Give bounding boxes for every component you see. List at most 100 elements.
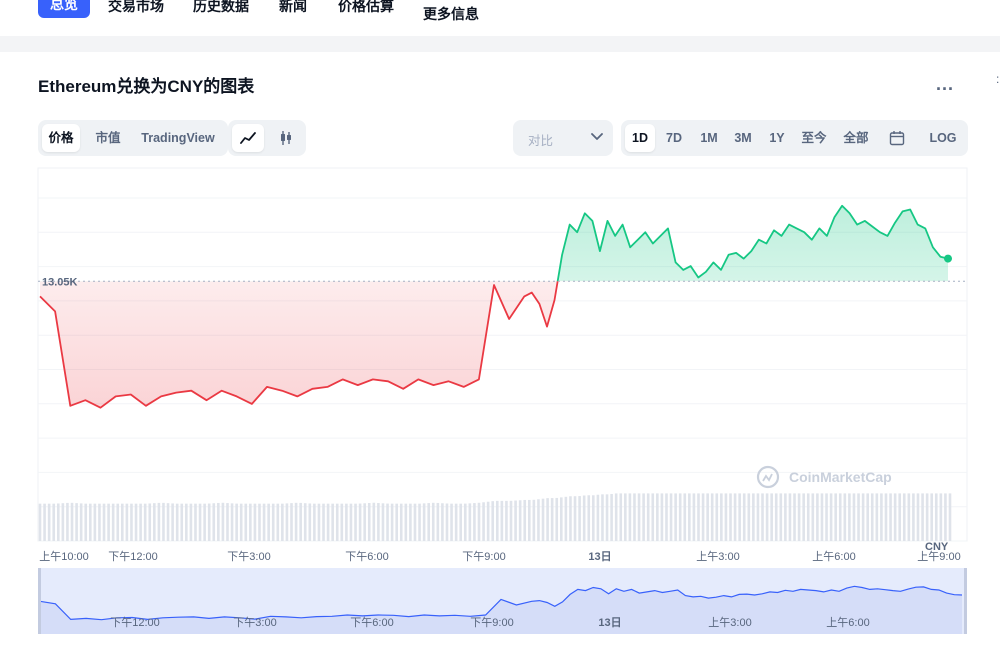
volume-bar <box>313 503 316 541</box>
navigator-panel[interactable] <box>38 568 967 634</box>
volume-bar <box>463 503 467 541</box>
volume-bar <box>893 493 897 541</box>
range-1m[interactable]: 1M <box>700 131 718 145</box>
nav-tab-news[interactable]: 新闻 <box>279 0 307 14</box>
chevron-down-icon <box>591 133 603 140</box>
volume-bar <box>605 494 609 541</box>
navigator-line <box>39 585 963 621</box>
volume-bar <box>646 493 650 541</box>
compare-dropdown[interactable]: 对比 <box>513 120 613 156</box>
price-line-up <box>556 204 949 282</box>
volume-bar <box>386 503 389 541</box>
volume-bar <box>303 503 307 541</box>
chart-title: Ethereum兑换为CNY的图表 <box>38 77 255 96</box>
range-7d[interactable]: 7D <box>666 131 682 145</box>
range-ytd[interactable]: 至今 <box>801 131 827 145</box>
more-options-button[interactable]: ... <box>936 74 955 94</box>
volume-bar <box>683 493 687 541</box>
volume-bar <box>47 503 51 541</box>
volume-bar <box>372 502 376 541</box>
volume-bar <box>614 493 618 541</box>
nav-tab-overview[interactable]: 总览 <box>38 0 90 18</box>
volume-bar <box>354 503 357 541</box>
volume-bar <box>939 493 943 541</box>
tab-price[interactable]: 价格 <box>42 124 80 152</box>
x-tick-label: 下午12:00 <box>108 550 158 563</box>
volume-bar <box>697 493 700 541</box>
volume-bar <box>921 493 924 541</box>
volume-bar <box>98 503 101 541</box>
volume-bar <box>203 503 206 541</box>
volume-bar <box>491 501 495 541</box>
tab-market-cap[interactable]: 市值 <box>95 131 121 145</box>
nav-tab-more-info[interactable]: 更多信息 <box>423 6 479 22</box>
tab-tradingview[interactable]: TradingView <box>141 131 215 145</box>
nav-tab-price-estimate[interactable]: 价格估算 <box>338 0 394 14</box>
volume-bar <box>111 503 115 541</box>
log-scale-button[interactable]: LOG <box>929 131 957 145</box>
volume-bar <box>377 503 380 541</box>
volume-bar <box>587 495 591 541</box>
volume-bar <box>56 503 60 541</box>
volume-bar <box>875 493 879 541</box>
volume-bar <box>624 493 627 541</box>
volume-bar <box>880 493 883 541</box>
volume-bar <box>628 493 632 541</box>
volume-bar <box>848 493 851 541</box>
candlestick-chart-button[interactable] <box>270 124 302 152</box>
volume-bar <box>527 499 531 541</box>
navigator-tick-label: 下午12:00 <box>110 616 160 629</box>
volume-bar <box>701 493 705 541</box>
volume-bar <box>367 503 371 541</box>
navigator-right-handle[interactable] <box>964 568 967 634</box>
volume-bar <box>774 493 778 541</box>
volume-bar <box>532 499 536 541</box>
volume-bar <box>902 493 906 541</box>
range-all[interactable]: 全部 <box>843 131 869 145</box>
volume-bar <box>363 503 366 541</box>
volume-bar <box>271 503 275 541</box>
last-price-dot[interactable] <box>944 254 952 263</box>
x-tick-label: 下午6:00 <box>345 550 388 563</box>
range-3m[interactable]: 3M <box>734 131 752 145</box>
volume-bar <box>907 493 911 541</box>
navigator-tick-label: 下午6:00 <box>350 616 393 629</box>
volume-bar <box>715 493 719 541</box>
line-chart-icon <box>240 132 256 144</box>
volume-bar <box>267 503 270 541</box>
volume-bar <box>706 493 709 541</box>
section-divider <box>0 36 1000 52</box>
currency-label: CNY <box>925 541 949 553</box>
volume-bar <box>546 498 549 541</box>
nav-tab-markets[interactable]: 交易市场 <box>108 0 164 14</box>
volume-bars <box>38 493 952 541</box>
volume-bar <box>884 493 888 541</box>
volume-bar <box>381 503 385 541</box>
range-1y[interactable]: 1Y <box>769 131 785 145</box>
volume-bar <box>761 493 764 541</box>
navigator-tick-label: 下午9:00 <box>470 616 513 629</box>
grid-lines <box>38 197 967 542</box>
volume-bar <box>660 493 664 541</box>
volume-bar <box>509 500 513 541</box>
range-1d[interactable]: 1D <box>625 124 655 152</box>
volume-bar <box>235 503 238 541</box>
volume-bar <box>79 503 83 541</box>
volume-bar <box>249 503 252 541</box>
nav-tab-historical-data[interactable]: 历史数据 <box>193 0 249 14</box>
volume-bar <box>802 493 805 541</box>
volume-bar <box>399 503 403 541</box>
line-chart-button[interactable] <box>232 124 264 152</box>
volume-bar <box>523 499 527 541</box>
x-tick-label: 下午3:00 <box>227 550 270 563</box>
date-picker-button[interactable] <box>883 124 911 152</box>
x-tick-label: 13日 <box>588 550 611 563</box>
volume-bar <box>596 494 600 541</box>
navigator-left-handle[interactable] <box>38 568 41 634</box>
top-nav: 总览 交易市场 历史数据 新闻 价格估算 更多信息 <box>0 0 1000 36</box>
volume-bar <box>889 493 892 541</box>
volume-bar <box>934 493 938 541</box>
volume-bar <box>459 503 463 541</box>
x-tick-label: 上午10:00 <box>39 550 89 563</box>
